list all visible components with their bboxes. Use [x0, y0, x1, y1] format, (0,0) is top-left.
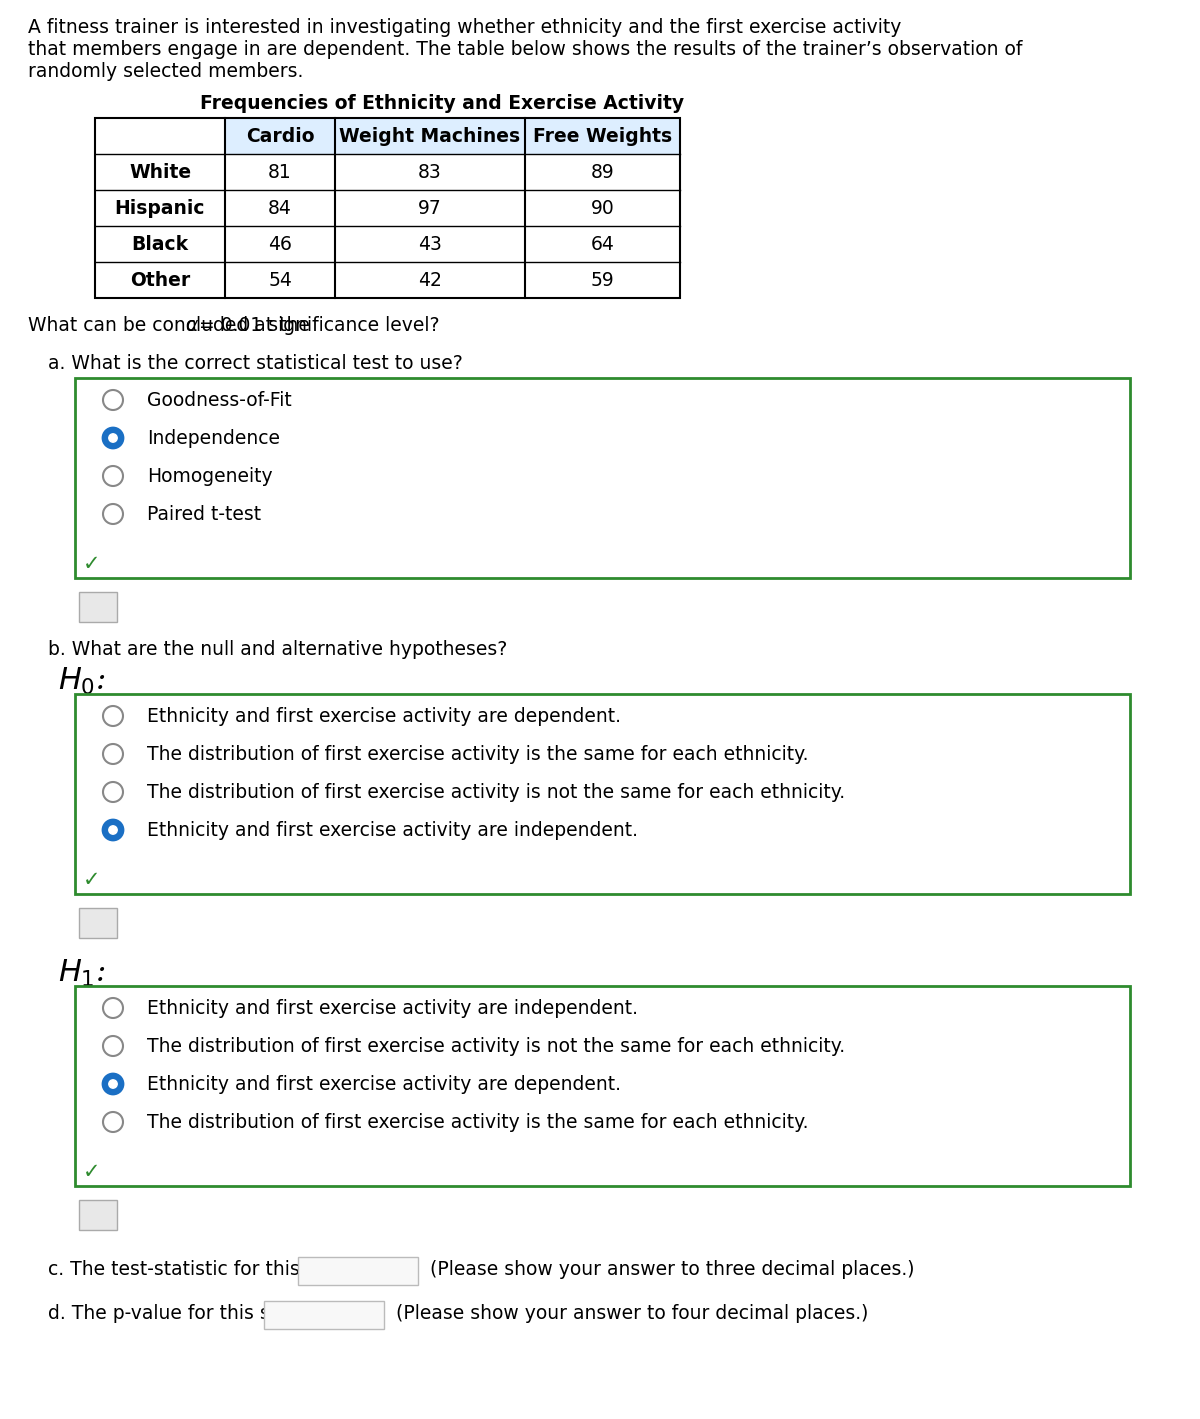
- Circle shape: [103, 1074, 124, 1094]
- Circle shape: [103, 390, 124, 410]
- Text: 84: 84: [268, 199, 292, 217]
- Circle shape: [103, 465, 124, 485]
- Text: Goodness-of-Fit: Goodness-of-Fit: [148, 390, 292, 410]
- Bar: [298, 1257, 418, 1286]
- Text: Independence: Independence: [148, 429, 280, 447]
- Text: Ethnicity and first exercise activity are independent.: Ethnicity and first exercise activity ar…: [148, 999, 638, 1017]
- Circle shape: [103, 1112, 124, 1132]
- Text: ✓: ✓: [83, 870, 101, 890]
- Text: 89: 89: [590, 163, 614, 182]
- Text: ✓: ✓: [83, 1162, 101, 1182]
- Text: Free Weights: Free Weights: [533, 126, 672, 146]
- Text: A fitness trainer is interested in investigating whether ethnicity and the first: A fitness trainer is interested in inves…: [28, 18, 901, 37]
- Circle shape: [109, 1080, 118, 1088]
- Text: 43: 43: [418, 234, 442, 254]
- Text: Frequencies of Ethnicity and Exercise Activity: Frequencies of Ethnicity and Exercise Ac…: [200, 94, 684, 114]
- Text: a. What is the correct statistical test to use?: a. What is the correct statistical test …: [48, 353, 463, 373]
- Text: α: α: [186, 316, 198, 335]
- Text: (Please show your answer to three decimal places.): (Please show your answer to three decima…: [430, 1260, 914, 1279]
- Text: Ethnicity and first exercise activity are dependent.: Ethnicity and first exercise activity ar…: [148, 707, 622, 725]
- Circle shape: [103, 504, 124, 524]
- Bar: [79, 908, 118, 938]
- Circle shape: [103, 429, 124, 448]
- Text: Paired t-test: Paired t-test: [148, 505, 262, 524]
- Circle shape: [103, 1036, 124, 1056]
- Text: The distribution of first exercise activity is the same for each ethnicity.: The distribution of first exercise activ…: [148, 745, 809, 763]
- Text: 90: 90: [590, 199, 614, 217]
- Text: Hispanic: Hispanic: [115, 199, 205, 217]
- Text: d. The p-value for this sample =: d. The p-value for this sample =: [48, 1304, 350, 1323]
- Text: Weight Machines: Weight Machines: [340, 126, 521, 146]
- Text: What can be concluded at the: What can be concluded at the: [28, 316, 316, 335]
- Bar: [74, 986, 1130, 1186]
- Text: σᶜ: σᶜ: [91, 917, 104, 929]
- Bar: [79, 1200, 118, 1230]
- Text: ✓: ✓: [83, 553, 101, 575]
- Text: The distribution of first exercise activity is not the same for each ethnicity.: The distribution of first exercise activ…: [148, 1036, 845, 1056]
- Text: randomly selected members.: randomly selected members.: [28, 62, 304, 81]
- Text: b. What are the null and alternative hypotheses?: b. What are the null and alternative hyp…: [48, 640, 508, 658]
- Text: The distribution of first exercise activity is not the same for each ethnicity.: The distribution of first exercise activ…: [148, 782, 845, 802]
- Text: Black: Black: [132, 234, 188, 254]
- Text: Cardio: Cardio: [246, 126, 314, 146]
- Text: $H_0$:: $H_0$:: [58, 666, 106, 697]
- Circle shape: [109, 434, 118, 443]
- Text: $H_1$:: $H_1$:: [58, 958, 106, 989]
- Text: 81: 81: [268, 163, 292, 182]
- Bar: [526, 118, 680, 155]
- Text: c. The test-statistic for this data =: c. The test-statistic for this data =: [48, 1260, 370, 1279]
- Text: Ethnicity and first exercise activity are independent.: Ethnicity and first exercise activity ar…: [148, 820, 638, 840]
- Bar: [95, 118, 680, 298]
- Circle shape: [103, 998, 124, 1017]
- Text: σᶜ: σᶜ: [91, 1208, 104, 1222]
- Circle shape: [103, 782, 124, 802]
- Text: Ethnicity and first exercise activity are dependent.: Ethnicity and first exercise activity ar…: [148, 1074, 622, 1094]
- Text: White: White: [128, 163, 191, 182]
- Text: 64: 64: [590, 234, 614, 254]
- Text: that members engage in are dependent. The table below shows the results of the t: that members engage in are dependent. Th…: [28, 40, 1022, 60]
- Text: 46: 46: [268, 234, 292, 254]
- Text: (Please show your answer to four decimal places.): (Please show your answer to four decimal…: [396, 1304, 869, 1323]
- Circle shape: [109, 826, 118, 834]
- Text: 42: 42: [418, 271, 442, 289]
- Text: Other: Other: [130, 271, 190, 289]
- Bar: [226, 118, 335, 155]
- Circle shape: [103, 744, 124, 763]
- Text: 83: 83: [418, 163, 442, 182]
- Bar: [264, 1301, 384, 1330]
- Bar: [79, 592, 118, 622]
- Text: 54: 54: [268, 271, 292, 289]
- Circle shape: [103, 707, 124, 727]
- Bar: [335, 118, 526, 155]
- Circle shape: [103, 820, 124, 840]
- Text: 59: 59: [590, 271, 614, 289]
- Bar: [74, 377, 1130, 578]
- Text: The distribution of first exercise activity is the same for each ethnicity.: The distribution of first exercise activ…: [148, 1112, 809, 1131]
- Text: σᶜ: σᶜ: [91, 600, 104, 614]
- Text: Homogeneity: Homogeneity: [148, 467, 272, 485]
- Text: 97: 97: [418, 199, 442, 217]
- Bar: [74, 694, 1130, 894]
- Text: = 0.01 significance level?: = 0.01 significance level?: [193, 316, 439, 335]
